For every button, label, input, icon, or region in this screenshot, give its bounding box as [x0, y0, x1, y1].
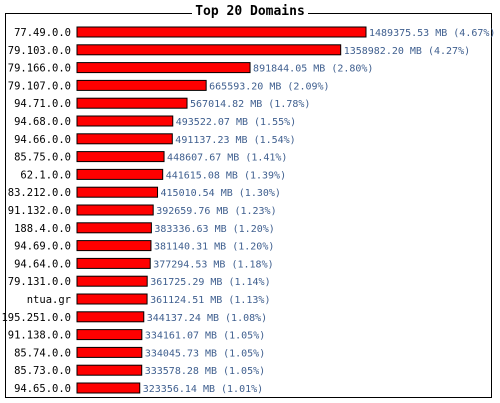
value-label: 361725.29 MB (1.14%): [150, 277, 270, 288]
value-label: 344137.24 MB (1.08%): [147, 313, 267, 324]
value-label: 493522.07 MB (1.55%): [176, 117, 296, 128]
category-label: 94.66.0.0: [14, 134, 71, 146]
category-label: 94.65.0.0: [14, 383, 71, 395]
value-label: 567014.82 MB (1.78%): [190, 99, 310, 110]
value-label: 334045.73 MB (1.05%): [145, 348, 265, 359]
bar: [76, 26, 367, 38]
value-label: 491137.23 MB (1.54%): [175, 135, 295, 146]
category-label: 85.74.0.0: [14, 347, 71, 359]
bar: [76, 222, 152, 234]
bar: [76, 186, 159, 198]
value-label: 377294.53 MB (1.18%): [153, 259, 273, 270]
bar: [76, 97, 188, 109]
category-label: 83.212.0.0: [8, 187, 71, 199]
bar: [76, 364, 143, 376]
bar: [76, 133, 173, 145]
bar: [76, 240, 152, 252]
category-label: 79.107.0.0: [8, 80, 71, 92]
category-label: 79.131.0.0: [8, 276, 71, 288]
category-label: 85.75.0.0: [14, 152, 71, 164]
category-label: 62.1.0.0: [20, 169, 71, 181]
bar: [76, 44, 342, 56]
value-label: 441615.08 MB (1.39%): [166, 170, 286, 181]
value-label: 392659.76 MB (1.23%): [156, 206, 276, 217]
category-label: 94.64.0.0: [14, 258, 71, 270]
value-label: 1489375.53 MB (4.67%): [369, 28, 495, 39]
category-label: ntua.gr: [27, 294, 71, 306]
bar: [76, 329, 143, 341]
category-label: 195.251.0.0: [1, 312, 71, 324]
bar: [76, 168, 164, 180]
bar: [76, 382, 141, 394]
value-label: 383336.63 MB (1.20%): [154, 224, 274, 235]
bar: [76, 62, 251, 74]
bar: [76, 293, 148, 305]
category-label: 94.69.0.0: [14, 241, 71, 253]
value-label: 334161.07 MB (1.05%): [145, 331, 265, 342]
value-label: 415010.54 MB (1.30%): [161, 188, 281, 199]
bar: [76, 346, 143, 358]
category-label: 79.166.0.0: [8, 63, 71, 75]
category-label: 85.73.0.0: [14, 365, 71, 377]
value-label: 381140.31 MB (1.20%): [154, 242, 274, 253]
bar: [76, 311, 145, 323]
bar: [76, 151, 165, 163]
value-label: 323356.14 MB (1.01%): [143, 384, 263, 395]
category-label: 94.68.0.0: [14, 116, 71, 128]
category-label: 188.4.0.0: [14, 223, 71, 235]
category-label: 91.132.0.0: [8, 205, 71, 217]
bar: [76, 79, 207, 91]
value-label: 665593.20 MB (2.09%): [209, 81, 329, 92]
value-label: 1358982.20 MB (4.27%): [344, 46, 470, 57]
bar: [76, 257, 151, 269]
category-label: 79.103.0.0: [8, 45, 71, 57]
value-label: 333578.28 MB (1.05%): [145, 366, 265, 377]
value-label: 891844.05 MB (2.80%): [253, 64, 373, 75]
bar: [76, 115, 174, 127]
chart-title: Top 20 Domains: [0, 4, 500, 20]
value-label: 361124.51 MB (1.13%): [150, 295, 270, 306]
value-label: 448607.67 MB (1.41%): [167, 153, 287, 164]
category-label: 91.138.0.0: [8, 330, 71, 342]
category-label: 94.71.0.0: [14, 98, 71, 110]
category-label: 77.49.0.0: [14, 27, 71, 39]
bar: [76, 275, 148, 287]
bar: [76, 204, 154, 216]
